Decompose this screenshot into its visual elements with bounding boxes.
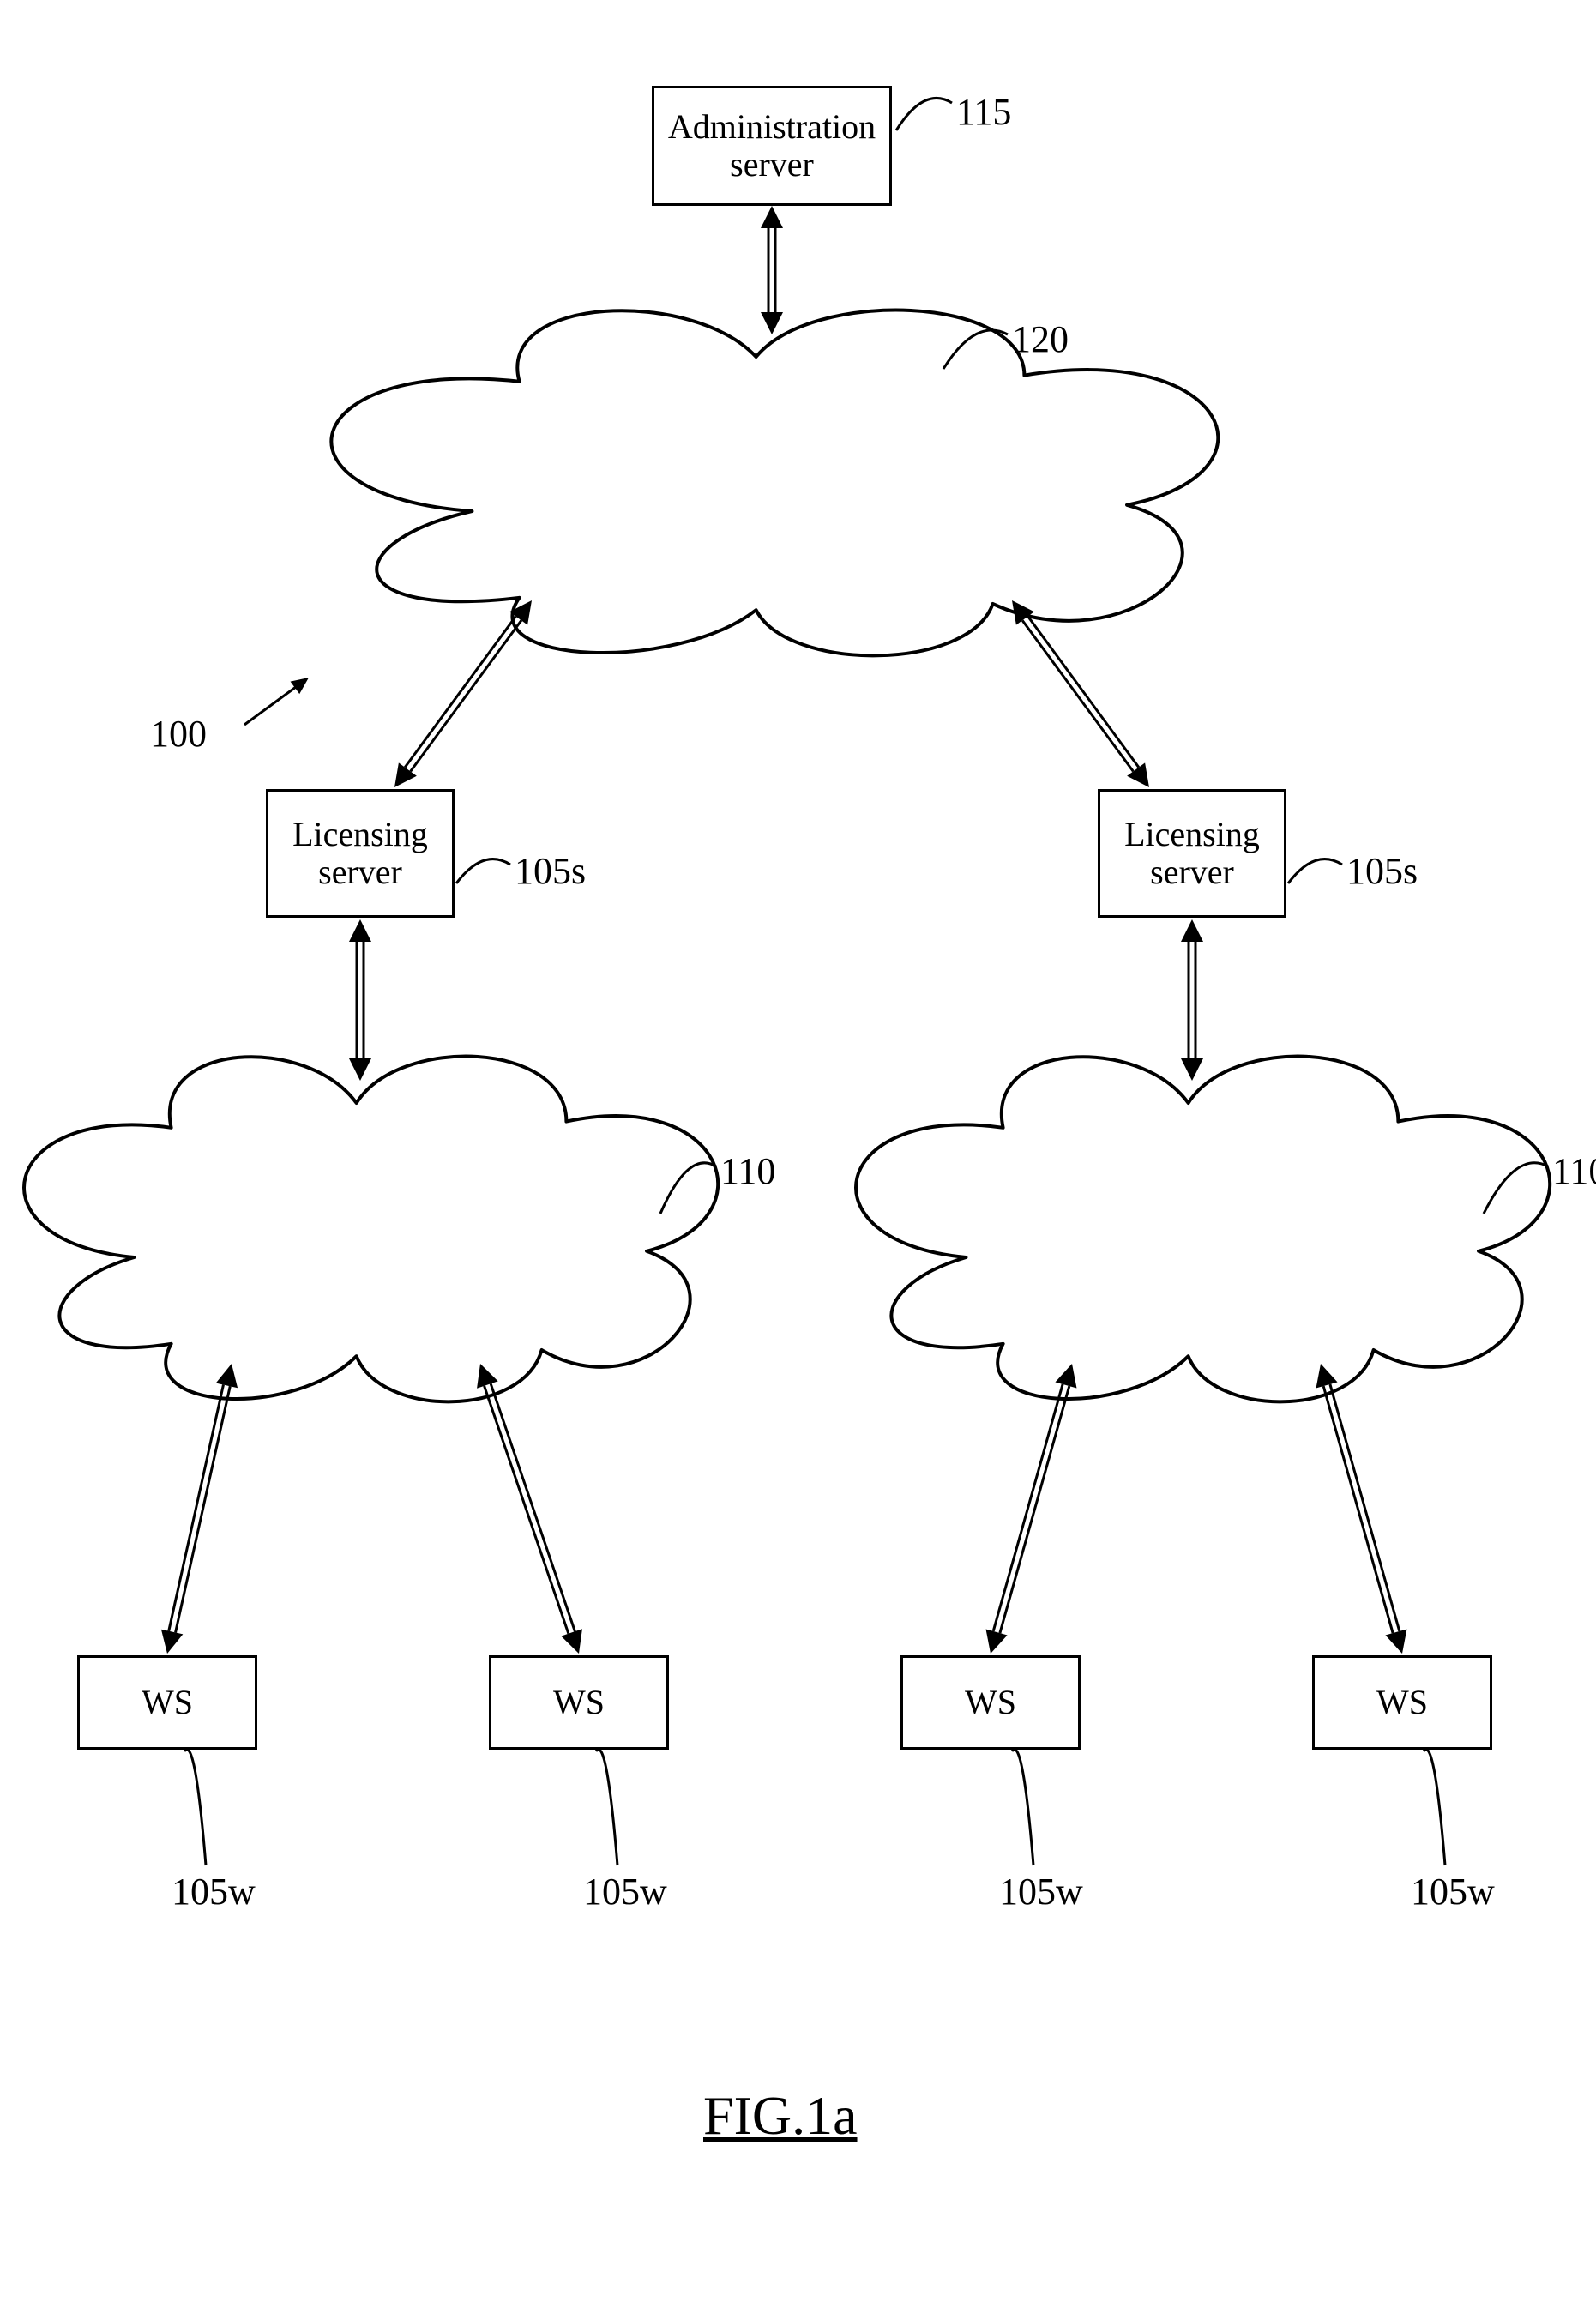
ws-2-label: WS (553, 1684, 605, 1721)
reference-label: 110 (720, 1149, 775, 1193)
reference-label: 105w (999, 1870, 1083, 1913)
ws-1-label: WS (142, 1684, 193, 1721)
reference-label: 115 (956, 90, 1011, 134)
connector-arrow (1012, 600, 1149, 787)
licensing-server-left-label: Licensingserver (292, 816, 428, 891)
connector-arrow (161, 1364, 238, 1654)
cloud-right (856, 1057, 1550, 1402)
figure-stage: Administrationserver Licensingserver Lic… (0, 0, 1596, 2308)
ws-2-box: WS (489, 1655, 669, 1750)
reference-label: 120 (1012, 317, 1069, 361)
connector-arrow (986, 1364, 1077, 1654)
connector-arrow (394, 600, 532, 787)
connector-arrow (1181, 919, 1203, 1081)
reference-label: 110 (1552, 1149, 1596, 1193)
connector-arrow (477, 1364, 582, 1654)
ws-4-label: WS (1376, 1684, 1428, 1721)
ws-3-box: WS (900, 1655, 1081, 1750)
licensing-server-right-label: Licensingserver (1124, 816, 1260, 891)
connector-arrow (1316, 1364, 1407, 1654)
ws-1-box: WS (77, 1655, 257, 1750)
connector-arrow (349, 919, 371, 1081)
ws-3-label: WS (965, 1684, 1016, 1721)
licensing-server-left-box: Licensingserver (266, 789, 455, 918)
reference-label: 105s (1346, 849, 1418, 893)
ws-4-box: WS (1312, 1655, 1492, 1750)
admin-server-box: Administrationserver (652, 86, 892, 206)
reference-label: 105w (172, 1870, 256, 1913)
cloud-top (331, 310, 1218, 656)
admin-server-label: Administrationserver (668, 108, 876, 184)
reference-label: 105w (583, 1870, 667, 1913)
figure-caption: FIG.1a (703, 2084, 858, 2148)
licensing-server-right-box: Licensingserver (1098, 789, 1286, 918)
cloud-left (24, 1057, 718, 1402)
svg-layer (0, 0, 1596, 2308)
connector-arrow (761, 206, 783, 334)
reference-label: 100 (150, 712, 207, 756)
reference-label: 105w (1411, 1870, 1495, 1913)
reference-label: 105s (515, 849, 586, 893)
